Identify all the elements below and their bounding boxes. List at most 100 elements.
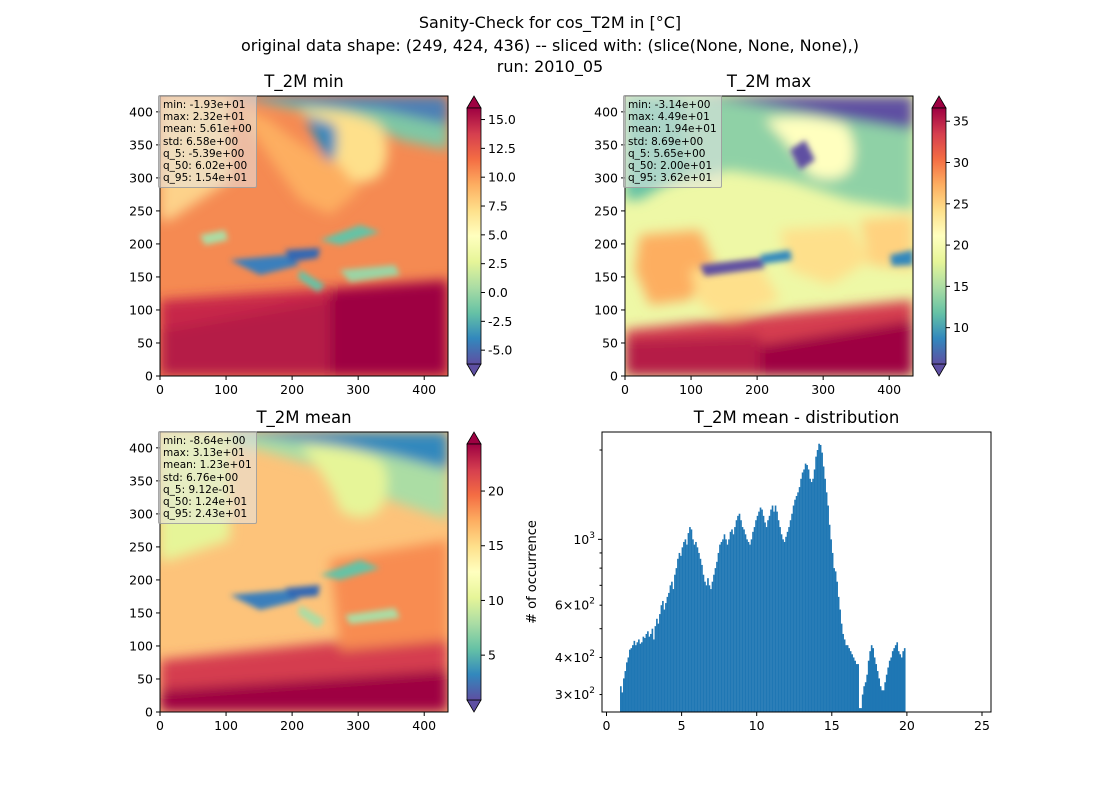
histogram-bar <box>863 686 865 712</box>
histogram-bar <box>876 671 879 712</box>
colorbar-body <box>466 107 482 365</box>
axes-min: 0 100 200 300 400 0 50 100 150 200 250 300 350 400 <box>129 95 449 397</box>
panel-title-mean: T_2M mean <box>256 408 352 427</box>
histogram-bar <box>809 478 811 712</box>
histogram-bar <box>668 592 670 712</box>
histogram-bar <box>806 465 808 712</box>
histogram-bar <box>630 648 633 712</box>
histogram-bar <box>656 618 658 712</box>
y-tick-label: 6×102 <box>555 597 595 613</box>
histogram-bar <box>765 527 768 712</box>
y-tick-label: 250 <box>594 203 618 218</box>
histogram-bar <box>726 544 729 712</box>
histogram-bar <box>720 541 723 712</box>
stats-line: min: -1.93e+01 <box>163 99 246 111</box>
histogram-bar <box>893 648 896 712</box>
histogram-bar <box>626 662 628 712</box>
histogram-bar <box>881 690 884 712</box>
colorbar-body <box>466 443 482 701</box>
x-tick-label: 200 <box>280 382 304 397</box>
histogram-bar <box>810 482 813 712</box>
colorbar-body <box>931 107 947 365</box>
histogram-bar <box>672 589 675 712</box>
histogram-bar <box>684 539 687 712</box>
histogram-bars <box>620 443 906 712</box>
histogram-bar <box>740 520 742 712</box>
colorbar-tick-label: 10 <box>953 320 969 335</box>
histogram-bar <box>713 574 715 712</box>
y-tick-label: 300 <box>129 170 153 185</box>
histogram-bar <box>752 531 754 712</box>
histogram-bar <box>642 636 645 712</box>
histogram-bar <box>867 660 870 712</box>
histogram-bar <box>902 651 905 712</box>
colorbar-max: 10 15 20 25 30 35 <box>931 95 969 377</box>
colorbar-tick-label: 30 <box>953 155 969 170</box>
colorbar-tick-label: 12.5 <box>488 141 516 156</box>
histogram-bar <box>641 642 643 712</box>
histogram-bar <box>714 568 717 712</box>
histogram-bar <box>734 527 736 712</box>
axes-frame <box>159 431 449 713</box>
histogram-bar <box>755 520 757 712</box>
histogram-bar <box>836 581 838 712</box>
stats-line: q_5: -5.39e+00 <box>163 147 245 160</box>
y-tick-label: 50 <box>137 671 153 686</box>
x-tick-label: 400 <box>412 382 436 397</box>
y-tick-label: 250 <box>129 539 153 554</box>
colorbar-extend-bottom <box>466 699 482 713</box>
histogram-bar <box>699 558 702 712</box>
histogram-bar <box>731 529 733 712</box>
histogram-bar <box>770 509 772 712</box>
histogram-bar <box>701 564 703 712</box>
y-tick-label: 3×102 <box>555 686 595 702</box>
histogram-bar <box>827 505 829 712</box>
histogram-bar <box>768 515 771 712</box>
panel-title-distribution: T_2M mean - distribution <box>693 408 900 427</box>
histogram-bar <box>818 443 820 712</box>
histogram-bar <box>645 633 648 712</box>
y-tick-label: 350 <box>129 473 153 488</box>
histogram-bar <box>903 648 906 712</box>
colorbar-tick-label: 35 <box>953 114 969 129</box>
histogram-bar <box>620 686 622 712</box>
y-tick-label: 200 <box>129 572 153 587</box>
histogram-bar <box>623 678 625 712</box>
stats-line: std: 6.58e+00 <box>163 135 239 148</box>
histogram-bar <box>894 645 897 712</box>
histogram-bar <box>822 466 825 712</box>
y-tick-label: 4×102 <box>555 649 595 665</box>
histogram-bar <box>819 444 822 712</box>
histogram-bar <box>659 614 661 712</box>
histogram-bar <box>884 682 887 712</box>
histogram-bar <box>825 492 828 712</box>
histogram-bar <box>696 547 699 712</box>
histogram-bar <box>705 585 708 712</box>
histogram-bar <box>801 472 804 712</box>
stats-line: min: -8.64e+00 <box>163 435 246 447</box>
histogram-bar <box>738 513 741 712</box>
histogram-bar <box>689 527 691 712</box>
stats-line: q_50: 2.00e+01 <box>628 160 713 173</box>
colorbar-tick-label: 0.0 <box>488 285 508 300</box>
histogram-bar <box>782 539 784 712</box>
colorbar-extend-bottom <box>931 363 947 377</box>
axes-frame <box>159 95 449 377</box>
histogram-bar <box>741 527 744 712</box>
colorbar-tick-label: -2.5 <box>488 314 512 329</box>
x-tick-label: 100 <box>214 382 238 397</box>
histogram-bar <box>723 534 726 712</box>
histogram-bar <box>744 534 747 712</box>
histogram-bar <box>632 645 634 712</box>
histogram-bar <box>693 544 696 712</box>
histogram-bar <box>657 623 660 712</box>
stats-line: q_50: 6.02e+00 <box>163 160 248 173</box>
axes-frame <box>624 95 914 377</box>
histogram-bar <box>845 645 847 712</box>
colorbar-extend-top <box>466 95 482 109</box>
histogram-bar <box>627 657 630 712</box>
histogram-bar <box>708 585 711 712</box>
histogram-bar <box>858 708 861 712</box>
histogram-bar <box>869 651 871 712</box>
histogram-bar <box>873 657 876 712</box>
